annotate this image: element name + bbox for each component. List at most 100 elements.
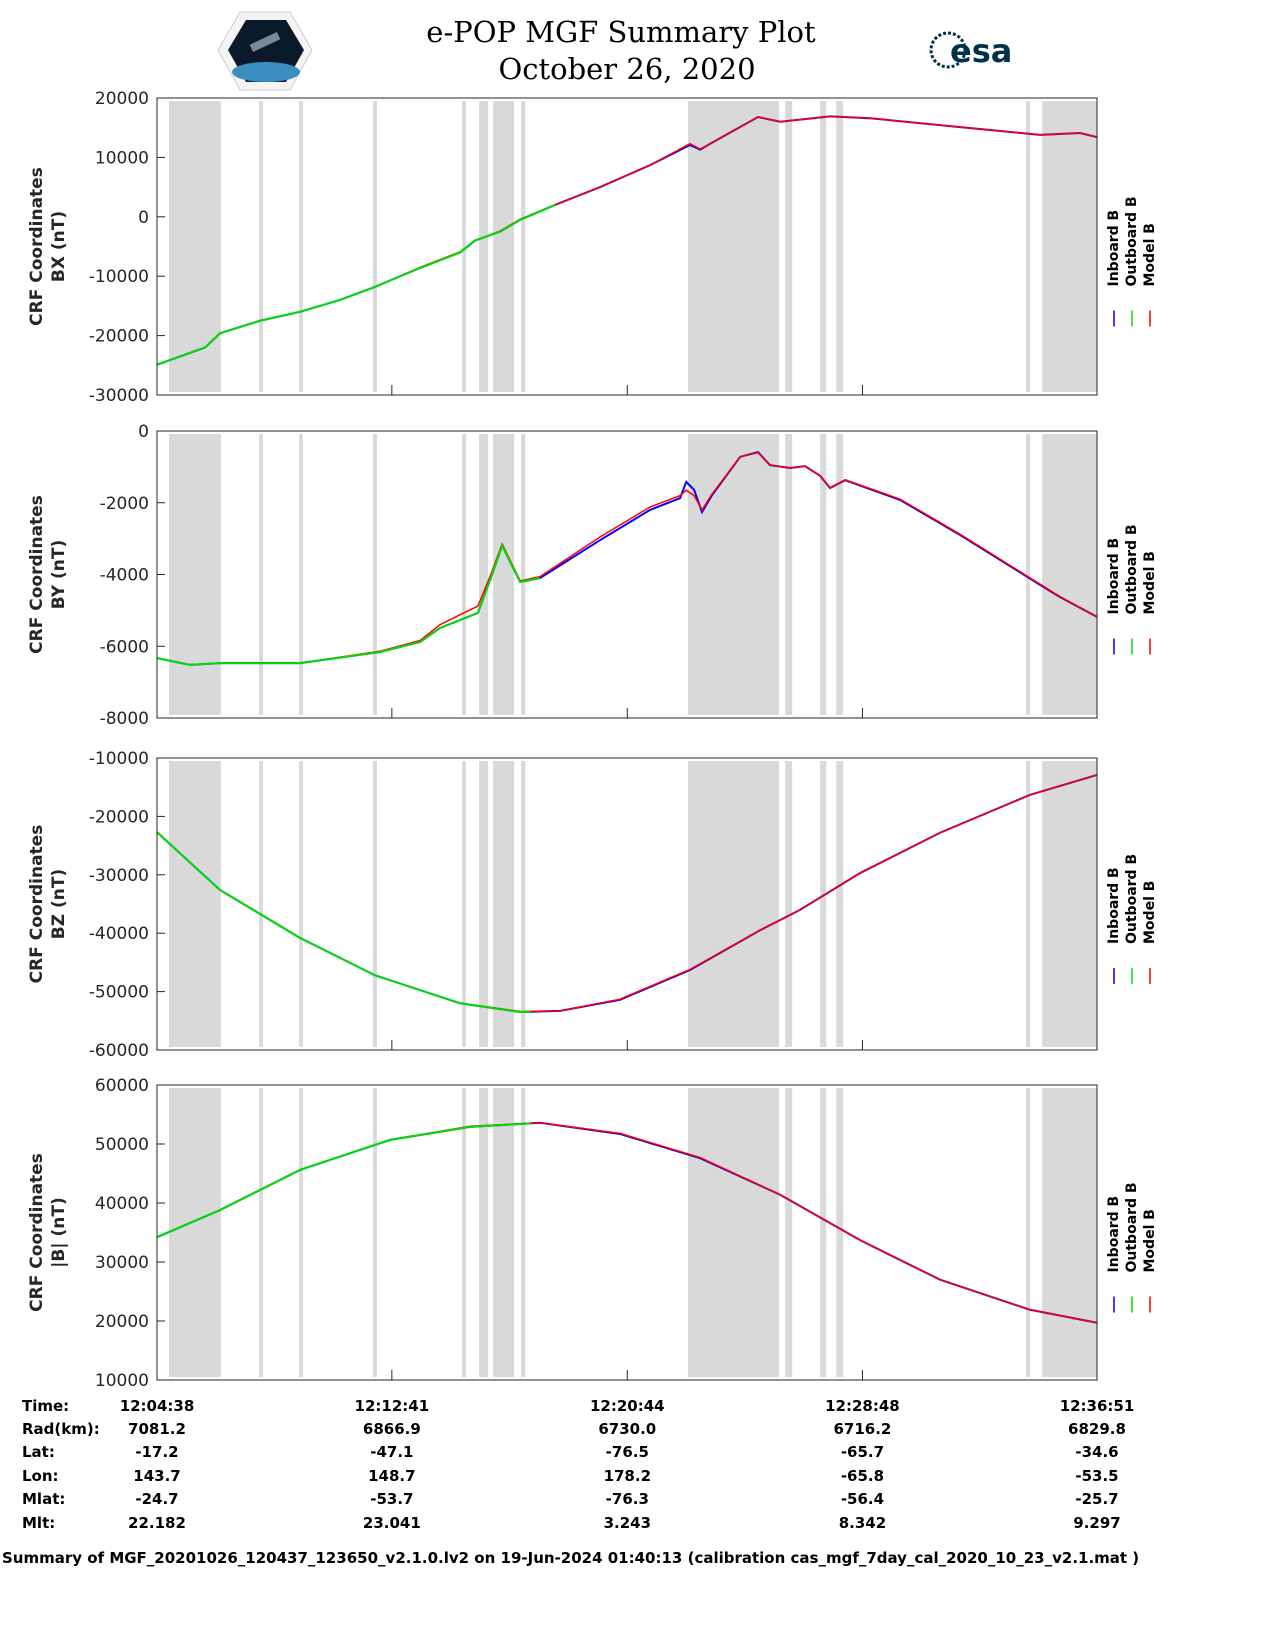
table-cell: 9.297: [1073, 1514, 1120, 1532]
shaded-interval: [462, 1088, 466, 1377]
shaded-interval: [820, 761, 827, 1047]
series-inboard-b: [156, 115, 1098, 366]
y-tick-label: 10000: [95, 1371, 149, 1391]
table-cell: -17.2: [135, 1443, 178, 1461]
y-axis-label: CRF Coordinates: [27, 1153, 47, 1312]
shaded-interval: [785, 761, 793, 1047]
shaded-interval: [493, 761, 515, 1047]
shaded-interval: [1042, 101, 1097, 392]
series-inboard-b: [156, 773, 1098, 1014]
y-tick-label: 30000: [95, 1253, 149, 1273]
shaded-interval: [372, 101, 377, 392]
y-axis-label: BY (nT): [49, 540, 69, 610]
table-row-label: Lat:: [22, 1443, 55, 1461]
shaded-interval: [521, 101, 526, 392]
shaded-interval: [836, 434, 844, 715]
shaded-interval: [687, 101, 779, 392]
panel-2: 0 -2000 -4000 -6000 -8000 CRF Coordinates BY (…: [27, 422, 1158, 729]
shaded-interval: [785, 1088, 793, 1377]
chart-date: October 26, 2020: [498, 52, 755, 86]
series-model-b: [156, 774, 1098, 1013]
shaded-interval: [372, 434, 377, 715]
y-axis-label: CRF Coordinates: [27, 167, 47, 326]
plot-frame: [156, 430, 1098, 719]
y-axis-label: BZ (nT): [49, 869, 69, 939]
y-tick-label: 10000: [95, 148, 149, 168]
left-logo: [217, 11, 313, 91]
y-tick-label: -2000: [100, 494, 149, 514]
table-row-label: Lon:: [22, 1467, 59, 1485]
table-cell: 6730.0: [598, 1420, 656, 1438]
shaded-interval: [479, 434, 489, 715]
y-tick-label: -20000: [89, 807, 149, 827]
shaded-interval: [462, 434, 466, 715]
shaded-interval: [687, 434, 779, 715]
legend-entry: Outboard B: [1124, 1182, 1140, 1272]
series-inboard-b: [156, 451, 1098, 666]
shaded-interval: [1026, 434, 1031, 715]
shaded-interval: [299, 761, 303, 1047]
table-cell: -24.7: [135, 1490, 178, 1508]
table-cell: -76.3: [606, 1490, 649, 1508]
shaded-interval: [521, 434, 526, 715]
table-cell: 6829.8: [1068, 1420, 1126, 1438]
shaded-interval: [479, 101, 489, 392]
table-cell: 148.7: [368, 1467, 415, 1485]
legend-entry: Model B: [1142, 1209, 1158, 1272]
table-cell: 23.041: [363, 1514, 421, 1532]
shaded-interval: [820, 101, 827, 392]
y-tick-label: -10000: [89, 749, 149, 769]
shaded-interval: [1042, 761, 1097, 1047]
footer-text: Summary of MGF_20201026_120437_123650_v2…: [2, 1549, 1139, 1567]
plot-frame: [156, 97, 1098, 396]
shaded-interval: [1042, 1088, 1097, 1377]
table-cell: 12:12:41: [355, 1397, 430, 1415]
y-tick-label: 20000: [95, 1312, 149, 1332]
shaded-interval: [493, 434, 515, 715]
legend-entry: Outboard B: [1124, 524, 1140, 614]
shaded-interval: [493, 1088, 515, 1377]
shaded-interval: [299, 1088, 303, 1377]
y-tick-label: -4000: [100, 566, 149, 586]
y-tick-label: -60000: [89, 1041, 149, 1061]
shaded-interval: [479, 761, 489, 1047]
shaded-interval: [372, 761, 377, 1047]
series-model-b: [156, 1122, 1098, 1324]
series-model-b: [156, 115, 1098, 366]
plot-frame: [156, 1084, 1098, 1381]
table-cell: -53.7: [370, 1490, 413, 1508]
table-cell: -56.4: [841, 1490, 884, 1508]
table-cell: 3.243: [604, 1514, 651, 1532]
legend-entry: Model B: [1142, 223, 1158, 286]
legend-entry: Model B: [1142, 551, 1158, 614]
table-row-label: Mlt:: [22, 1514, 55, 1532]
plot-frame: [156, 757, 1098, 1051]
chart-title: e-POP MGF Summary Plot: [426, 15, 816, 49]
y-tick-label: -10000: [89, 267, 149, 287]
table-cell: -25.7: [1075, 1490, 1118, 1508]
y-axis-label: BX (nT): [49, 211, 69, 282]
series-model-b: [156, 451, 1098, 666]
shaded-interval: [259, 1088, 263, 1377]
table-row-label: Time:: [22, 1397, 69, 1415]
y-axis-label: CRF Coordinates: [27, 495, 47, 654]
legend-entry: Inboard B: [1106, 538, 1122, 615]
shaded-interval: [462, 761, 466, 1047]
panel-1: 20000 10000 0 -10000 -20000 -30000 CRF Coordin…: [27, 89, 1158, 406]
table-cell: 12:28:48: [825, 1397, 900, 1415]
shaded-interval: [168, 434, 221, 715]
shaded-interval: [820, 434, 827, 715]
esa-logo: esa: [929, 31, 1012, 70]
legend-entry: Outboard B: [1124, 854, 1140, 944]
panel-3: -10000 -20000 -30000 -40000 -50000 -60000 CRF …: [27, 749, 1158, 1061]
table-cell: 6866.9: [363, 1420, 421, 1438]
y-tick-label: 0: [138, 208, 149, 228]
legend-entry: Model B: [1142, 881, 1158, 944]
shaded-interval: [299, 101, 303, 392]
y-tick-label: 0: [138, 422, 149, 442]
shaded-interval: [259, 434, 263, 715]
table-cell: 143.7: [133, 1467, 180, 1485]
y-axis-label: |B| (nT): [49, 1197, 69, 1268]
shaded-interval: [785, 101, 793, 392]
